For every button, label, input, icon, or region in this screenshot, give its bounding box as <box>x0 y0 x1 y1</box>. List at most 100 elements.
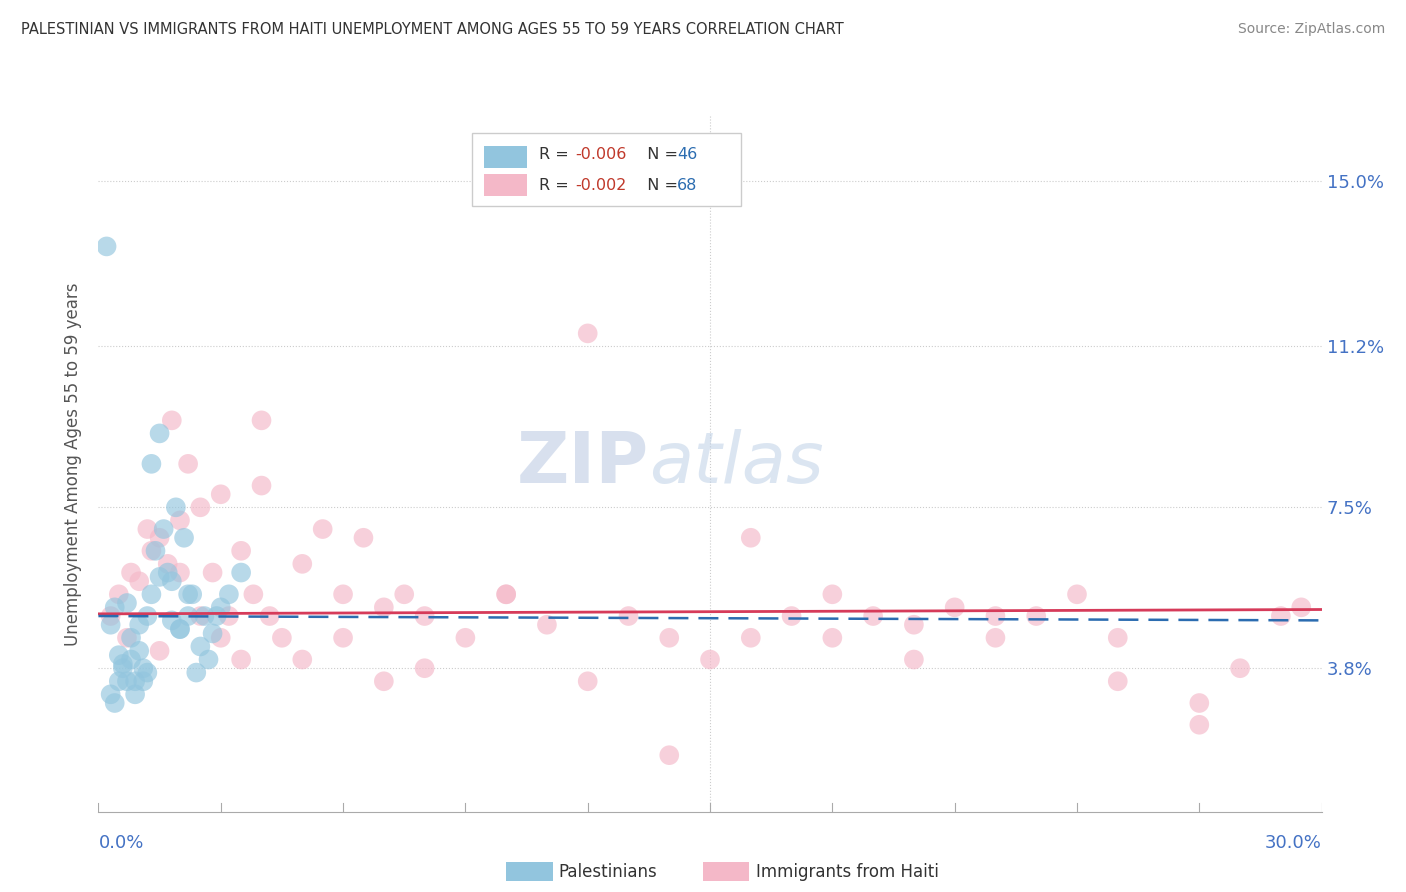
Text: 46: 46 <box>678 146 697 161</box>
Text: ZIP: ZIP <box>516 429 650 499</box>
Text: 30.0%: 30.0% <box>1265 834 1322 852</box>
Point <box>115 631 138 645</box>
Point <box>169 566 191 580</box>
Point <box>218 587 240 601</box>
Point <box>259 609 281 624</box>
Point <box>136 522 159 536</box>
Point <box>1291 600 1313 615</box>
Y-axis label: Unemployment Among Ages 55 to 59 years: Unemployment Among Ages 55 to 59 years <box>65 282 83 646</box>
Point <box>169 622 191 636</box>
Point <box>209 600 232 615</box>
Point <box>104 600 127 615</box>
Point <box>141 543 163 558</box>
Bar <box>484 174 526 196</box>
Point <box>658 748 681 763</box>
Point <box>136 609 159 624</box>
Point <box>1025 609 1047 624</box>
Point <box>1066 587 1088 601</box>
Point <box>984 609 1007 624</box>
Point <box>177 457 200 471</box>
Point <box>352 531 374 545</box>
Text: 0.0%: 0.0% <box>98 834 143 852</box>
Point <box>124 687 146 701</box>
Point <box>177 587 200 601</box>
Text: -0.002: -0.002 <box>575 178 627 193</box>
Point <box>413 661 436 675</box>
Point <box>173 531 195 545</box>
Point <box>186 665 208 680</box>
Point <box>149 570 172 584</box>
Point <box>291 652 314 666</box>
Point <box>231 652 253 666</box>
Point <box>149 426 172 441</box>
Point <box>132 674 155 689</box>
Point <box>141 587 163 601</box>
Point <box>821 631 844 645</box>
Point <box>231 543 253 558</box>
Point <box>984 631 1007 645</box>
Point <box>576 326 599 341</box>
Point <box>197 652 219 666</box>
Point <box>270 631 294 645</box>
Text: Source: ZipAtlas.com: Source: ZipAtlas.com <box>1237 22 1385 37</box>
Point <box>373 674 395 689</box>
Point <box>188 609 212 624</box>
Point <box>495 587 517 601</box>
Point <box>169 622 191 636</box>
Point <box>617 609 640 624</box>
Text: atlas: atlas <box>650 429 824 499</box>
Point <box>218 609 240 624</box>
Point <box>1107 674 1129 689</box>
Point <box>152 522 174 536</box>
Point <box>115 596 138 610</box>
Point <box>250 478 273 492</box>
Point <box>149 531 172 545</box>
Point <box>188 500 212 515</box>
Point <box>120 652 142 666</box>
Text: 68: 68 <box>678 178 697 193</box>
Point <box>132 661 155 675</box>
Point <box>1229 661 1251 675</box>
Point <box>658 631 681 645</box>
Point <box>128 617 150 632</box>
Point <box>242 587 264 601</box>
Point <box>231 566 253 580</box>
Point <box>205 609 228 624</box>
Point <box>120 631 142 645</box>
Point <box>209 487 232 501</box>
Text: Immigrants from Haiti: Immigrants from Haiti <box>756 863 939 881</box>
Point <box>780 609 803 624</box>
Text: R =: R = <box>538 146 574 161</box>
Point <box>100 617 122 632</box>
Point <box>201 626 224 640</box>
Point <box>392 587 416 601</box>
Text: PALESTINIAN VS IMMIGRANTS FROM HAITI UNEMPLOYMENT AMONG AGES 55 TO 59 YEARS CORR: PALESTINIAN VS IMMIGRANTS FROM HAITI UNE… <box>21 22 844 37</box>
Point <box>136 665 159 680</box>
Point <box>115 674 138 689</box>
Point <box>193 609 215 624</box>
Point <box>1188 717 1211 731</box>
Point <box>903 652 925 666</box>
Point <box>1270 609 1292 624</box>
Point <box>495 587 517 601</box>
Point <box>120 566 142 580</box>
Point <box>209 631 232 645</box>
Point <box>188 640 212 654</box>
Point <box>413 609 436 624</box>
Point <box>111 661 134 675</box>
Point <box>536 617 558 632</box>
Point <box>104 696 127 710</box>
Point <box>332 631 354 645</box>
Point <box>124 674 146 689</box>
Point <box>165 500 187 515</box>
Point <box>291 557 314 571</box>
Point <box>128 574 150 589</box>
Point <box>454 631 477 645</box>
Point <box>1188 696 1211 710</box>
Point <box>312 522 335 536</box>
Point <box>108 587 131 601</box>
Point <box>862 609 884 624</box>
Point <box>156 566 179 580</box>
Point <box>201 566 224 580</box>
Point <box>96 239 118 253</box>
